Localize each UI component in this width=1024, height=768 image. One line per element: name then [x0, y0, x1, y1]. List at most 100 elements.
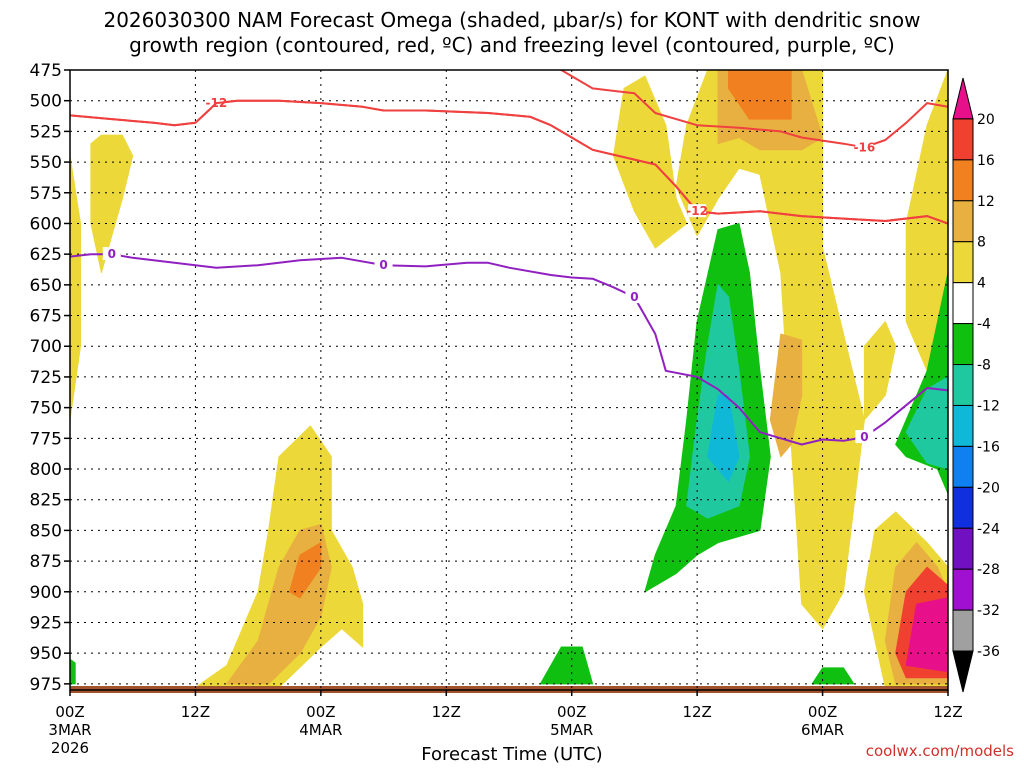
colorbar-label: 16: [977, 153, 995, 169]
colorbar-label: 4: [977, 276, 986, 292]
freezing-level-label-bg: [374, 258, 393, 272]
colorbar-swatch: [952, 364, 974, 406]
chart-title-line-2: growth region (contoured, red, ºC) and f…: [129, 33, 895, 57]
colorbar-swatch: [952, 609, 974, 652]
omega-region-8: [728, 70, 792, 120]
x-tick-label: 00Z: [808, 703, 837, 721]
omega-region-1: [70, 155, 81, 421]
colorbar-cap-top: [952, 77, 974, 120]
freezing-level-label: 0: [379, 258, 387, 272]
y-tick-label: 525: [30, 122, 62, 142]
x-tick-date: 4MAR: [299, 721, 342, 739]
colorbar-swatch: [952, 527, 974, 570]
omega-region-11: [905, 70, 948, 372]
omega-region-5: [613, 75, 688, 249]
freezing-level-contour: [70, 253, 948, 446]
freezing-level-label: 0: [108, 247, 116, 261]
x-tick-label: 00Z: [55, 703, 84, 721]
x-tick-label: 12Z: [181, 703, 210, 721]
y-tick-label: 825: [30, 491, 62, 511]
y-tick-label: 575: [30, 184, 62, 204]
y-tick-label: 850: [30, 521, 62, 541]
colorbar-swatch: [952, 323, 974, 366]
credit-text: coolwx.com/models: [865, 742, 1014, 760]
colorbar-swatch: [952, 568, 974, 611]
freezing-level-label-bg: [855, 430, 874, 444]
x-tick-label: 12Z: [682, 703, 711, 721]
x-tick-label: 12Z: [432, 703, 461, 721]
omega-region-9: [769, 333, 803, 458]
omega-region-20: [905, 376, 948, 470]
colorbar-swatch: [952, 282, 974, 325]
colorbar-label: -12: [977, 398, 1000, 414]
colorbar: 20 16 12 8 4 -4 -8 -12 -16 -20 -24 -28 -32 -36: [952, 77, 1000, 693]
omega-region-10: [863, 321, 897, 421]
y-tick-label: 750: [30, 399, 62, 419]
colorbar-label: 8: [977, 235, 986, 251]
omega-region-15: [905, 597, 948, 673]
freezing-level-label: 0: [630, 290, 638, 304]
plot-frame: [69, 69, 949, 691]
colorbar-label: -4: [977, 317, 991, 333]
x-tick-label: 12Z: [933, 703, 962, 721]
colorbar-label: 12: [977, 194, 995, 210]
y-tick-label: 925: [30, 613, 62, 633]
colorbar-label: -20: [977, 480, 1000, 496]
colorbar-label: -28: [977, 562, 1000, 578]
colorbar-swatch: [952, 404, 974, 447]
colorbar-label: -16: [977, 439, 1000, 455]
x-axis-label: Forecast Time (UTC): [421, 744, 603, 765]
y-tick-label: 650: [30, 276, 62, 296]
freezing-level-label-bg: [102, 247, 121, 261]
colorbar-swatch: [952, 241, 974, 284]
x-tick-date: 5MAR: [550, 721, 593, 739]
freezing-level-label: 0: [860, 430, 868, 444]
y-tick-label: 725: [30, 368, 62, 388]
colorbar-swatch: [952, 445, 974, 488]
y-tick-label: 800: [30, 460, 62, 480]
y-axis: 475 500 525 550 575 600 625 650 675 700 725 750 775 8…: [30, 61, 70, 695]
colorbar-cap-bottom: [952, 650, 974, 693]
y-tick-label: 975: [30, 675, 62, 695]
y-tick-label: 875: [30, 552, 62, 572]
y-tick-label: 550: [30, 153, 62, 173]
dendritic-lower-2-label-bg: [688, 204, 707, 218]
dendritic-lower-2-contour: [70, 99, 948, 225]
chart-title-line-1: 2026030300 NAM Forecast Omega (shaded, μ…: [103, 8, 921, 32]
x-tick-year: 2026: [51, 739, 89, 757]
colorbar-swatch: [952, 486, 974, 529]
omega-region-18: [707, 394, 740, 482]
y-tick-label: 600: [30, 214, 62, 234]
x-tick-label: 00Z: [306, 703, 335, 721]
x-tick-date: 3MAR: [48, 721, 91, 739]
colorbar-label: -32: [977, 603, 1000, 619]
y-tick-label: 700: [30, 337, 62, 357]
y-tick-label: 475: [30, 61, 62, 81]
dendritic-upper-label: -16: [854, 140, 876, 154]
y-tick-label: 775: [30, 429, 62, 449]
x-tick-label: 00Z: [557, 703, 586, 721]
colorbar-label: -36: [977, 644, 1000, 660]
colorbar-label: -8: [977, 358, 991, 374]
dendritic-upper-label-bg: [855, 140, 874, 154]
freezing-level-label-bg: [625, 290, 644, 304]
y-tick-label: 500: [30, 92, 62, 112]
x-tick-date: 6MAR: [801, 721, 844, 739]
colorbar-swatch: [952, 200, 974, 243]
y-tick-label: 950: [30, 644, 62, 664]
omega-shading: [70, 70, 948, 688]
colorbar-swatch: [952, 118, 974, 161]
dendritic-upper-contour: [559, 70, 948, 149]
dendritic-lower-2-label: -12: [686, 204, 708, 218]
y-tick-label: 675: [30, 307, 62, 327]
y-tick-label: 900: [30, 583, 62, 603]
colorbar-label: 20: [977, 112, 995, 128]
y-tick-label: 625: [30, 245, 62, 265]
colorbar-label: -24: [977, 521, 1000, 537]
omega-region-0: [90, 134, 134, 274]
colorbar-swatch: [952, 159, 974, 202]
omega-region-23: [70, 658, 76, 685]
